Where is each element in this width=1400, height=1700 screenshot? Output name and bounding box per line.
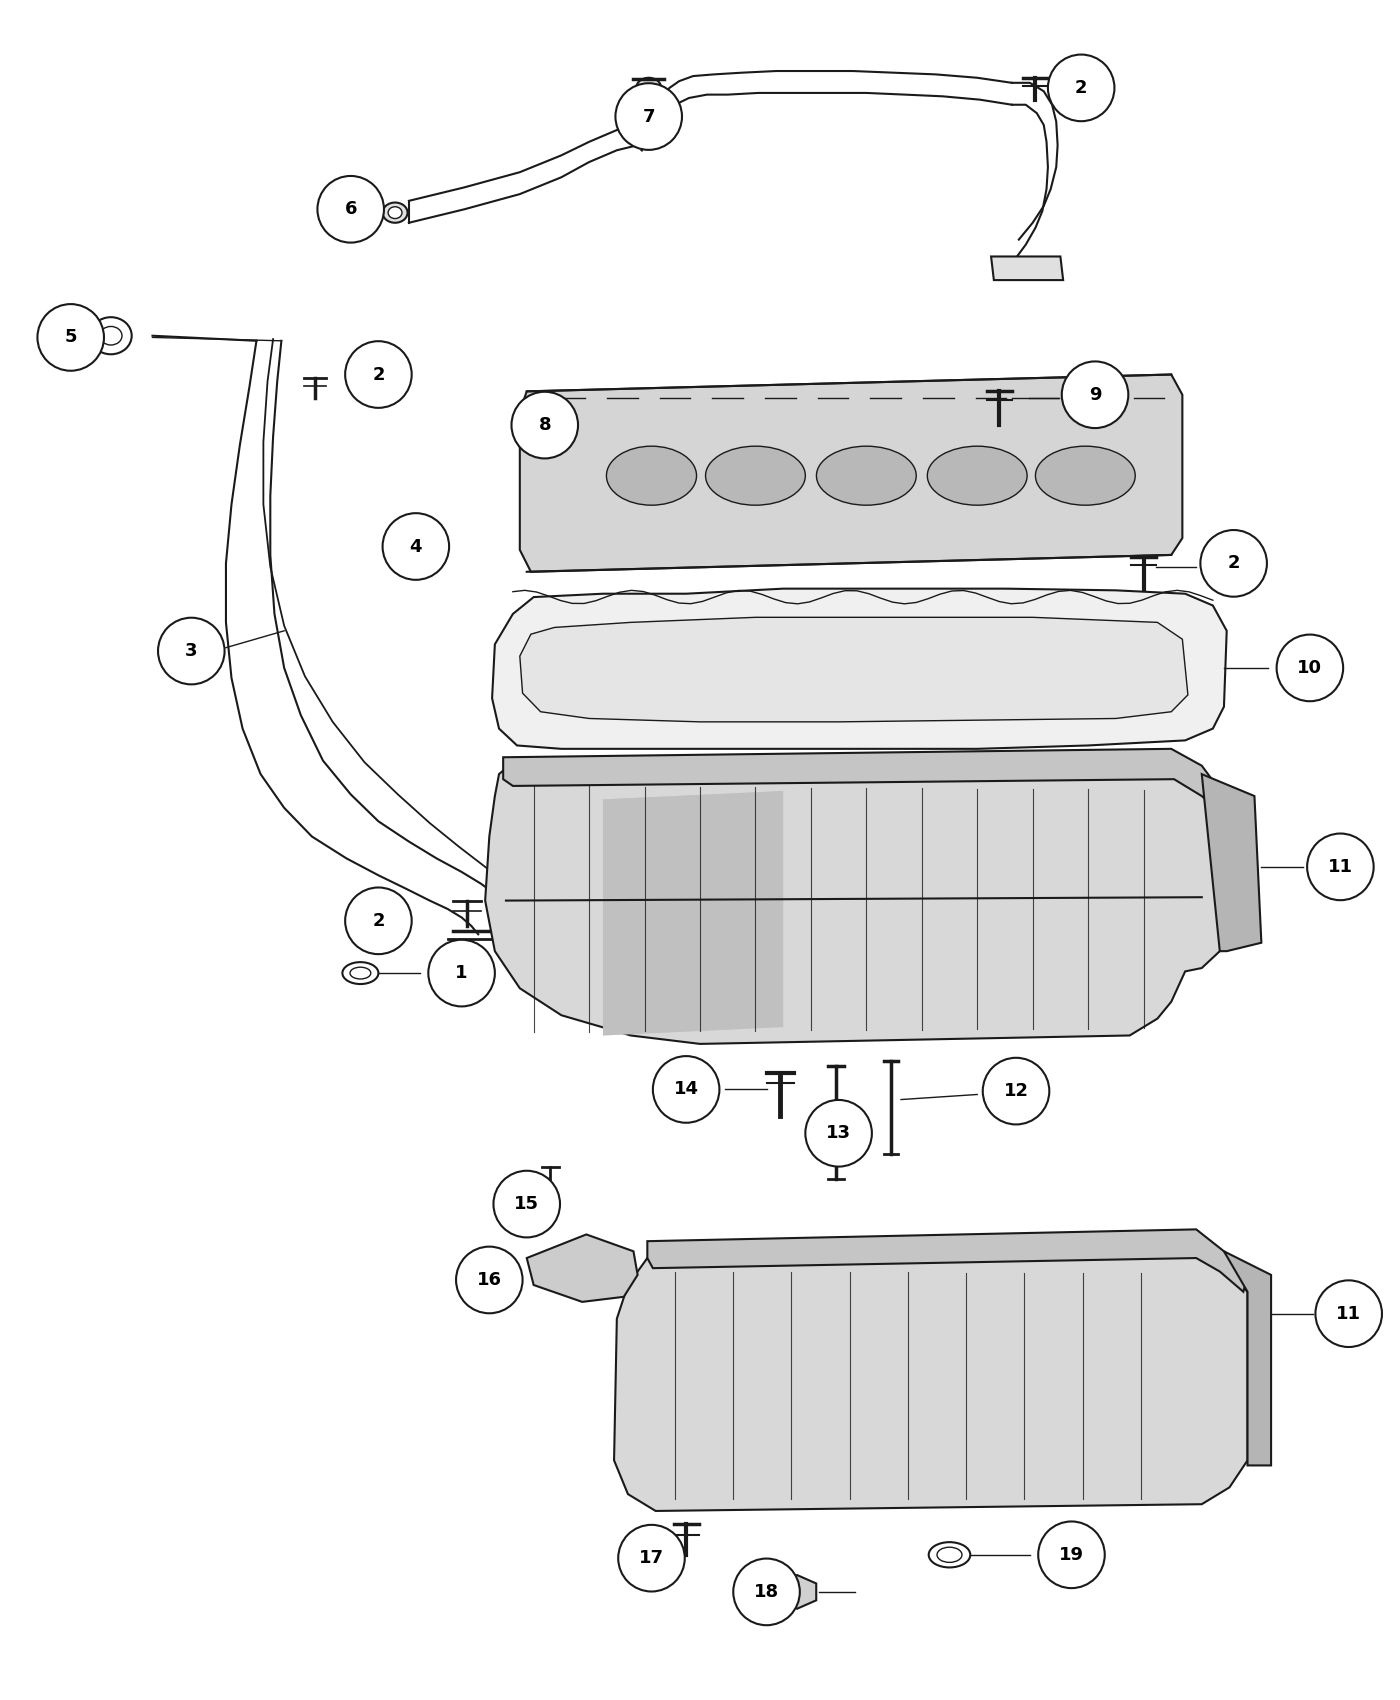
Text: 5: 5 xyxy=(64,328,77,347)
Ellipse shape xyxy=(38,304,104,371)
Ellipse shape xyxy=(805,1100,872,1166)
Text: 9: 9 xyxy=(1089,386,1102,405)
Ellipse shape xyxy=(1061,362,1128,428)
Text: 10: 10 xyxy=(1298,660,1323,677)
Ellipse shape xyxy=(734,1559,799,1625)
Ellipse shape xyxy=(927,445,1028,505)
Ellipse shape xyxy=(1036,445,1135,505)
Polygon shape xyxy=(519,617,1189,722)
Text: 18: 18 xyxy=(755,1583,778,1601)
Polygon shape xyxy=(603,790,783,1035)
Text: 16: 16 xyxy=(477,1272,501,1289)
Ellipse shape xyxy=(1316,1280,1382,1346)
Text: 1: 1 xyxy=(455,964,468,983)
Text: 2: 2 xyxy=(372,911,385,930)
Text: 13: 13 xyxy=(826,1124,851,1142)
Ellipse shape xyxy=(158,617,224,685)
Polygon shape xyxy=(1201,774,1261,952)
Ellipse shape xyxy=(1277,634,1343,700)
Text: 2: 2 xyxy=(372,366,385,384)
Ellipse shape xyxy=(616,83,682,150)
Polygon shape xyxy=(503,748,1226,816)
Polygon shape xyxy=(615,1246,1247,1511)
Polygon shape xyxy=(519,374,1183,571)
Ellipse shape xyxy=(1308,833,1373,901)
Text: 2: 2 xyxy=(1075,78,1088,97)
Text: 7: 7 xyxy=(643,107,655,126)
Ellipse shape xyxy=(652,1056,720,1122)
Ellipse shape xyxy=(1200,530,1267,597)
Ellipse shape xyxy=(388,207,402,219)
Ellipse shape xyxy=(983,1057,1050,1124)
Ellipse shape xyxy=(1039,1522,1105,1588)
Polygon shape xyxy=(647,1229,1247,1292)
Text: 11: 11 xyxy=(1327,858,1352,876)
Ellipse shape xyxy=(346,342,412,408)
Ellipse shape xyxy=(382,202,407,223)
Ellipse shape xyxy=(816,445,916,505)
Text: 15: 15 xyxy=(514,1195,539,1214)
Text: 19: 19 xyxy=(1058,1545,1084,1564)
Text: 2: 2 xyxy=(1228,554,1240,573)
Ellipse shape xyxy=(636,78,661,99)
Text: 3: 3 xyxy=(185,643,197,660)
Ellipse shape xyxy=(511,391,578,459)
Ellipse shape xyxy=(428,940,494,1006)
Text: 6: 6 xyxy=(344,201,357,218)
Polygon shape xyxy=(1224,1251,1271,1465)
Ellipse shape xyxy=(706,445,805,505)
Text: 4: 4 xyxy=(410,537,421,556)
Ellipse shape xyxy=(346,887,412,954)
Polygon shape xyxy=(491,588,1226,748)
Polygon shape xyxy=(603,790,783,1035)
Text: 12: 12 xyxy=(1004,1083,1029,1100)
Text: 8: 8 xyxy=(539,416,552,434)
Polygon shape xyxy=(526,1234,637,1302)
Text: 11: 11 xyxy=(1336,1304,1361,1323)
Ellipse shape xyxy=(606,445,697,505)
Ellipse shape xyxy=(318,177,384,243)
Ellipse shape xyxy=(619,1525,685,1591)
Ellipse shape xyxy=(382,513,449,580)
Ellipse shape xyxy=(1049,54,1114,121)
Ellipse shape xyxy=(493,1171,560,1238)
Polygon shape xyxy=(991,257,1063,280)
Polygon shape xyxy=(486,756,1226,1044)
Polygon shape xyxy=(778,1574,816,1608)
Ellipse shape xyxy=(456,1246,522,1314)
Text: 17: 17 xyxy=(638,1549,664,1567)
Text: 14: 14 xyxy=(673,1081,699,1098)
